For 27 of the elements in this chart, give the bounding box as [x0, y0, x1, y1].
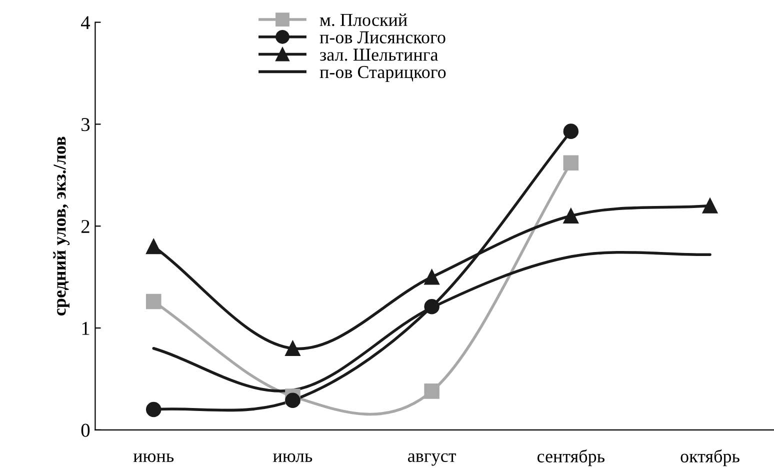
x-tick-label: август: [408, 453, 456, 466]
point: [146, 294, 162, 310]
legend-label: п-ов Старицкого: [320, 66, 446, 82]
point: [563, 124, 579, 139]
y-tick-label: 2: [81, 220, 90, 233]
y-tick-label: 1: [82, 322, 90, 335]
y-tick-label: 3: [82, 118, 90, 132]
point: [424, 298, 440, 314]
x-tick-label: июль: [273, 453, 312, 462]
point: [146, 402, 162, 418]
y-tick-label: 4: [81, 16, 90, 30]
legend-label: п-ов Лисянского: [320, 31, 446, 44]
x-tick-label: сентябрь: [537, 449, 605, 466]
y-tick-label: 0: [81, 424, 90, 437]
point: [563, 208, 579, 224]
legend-label: м. Плоский: [320, 13, 408, 26]
legend-label: зал. Шельтинга: [320, 48, 438, 61]
point: [424, 269, 440, 285]
x-tick-label: июнь: [133, 453, 174, 462]
point: [285, 392, 300, 408]
point: [424, 384, 440, 399]
point: [563, 155, 579, 171]
y-axis-title: средний улов, экз./лов: [53, 136, 70, 316]
x-tick-label: октябрь: [680, 449, 740, 466]
point: [702, 198, 718, 214]
point: [146, 238, 162, 254]
point: [285, 340, 300, 356]
